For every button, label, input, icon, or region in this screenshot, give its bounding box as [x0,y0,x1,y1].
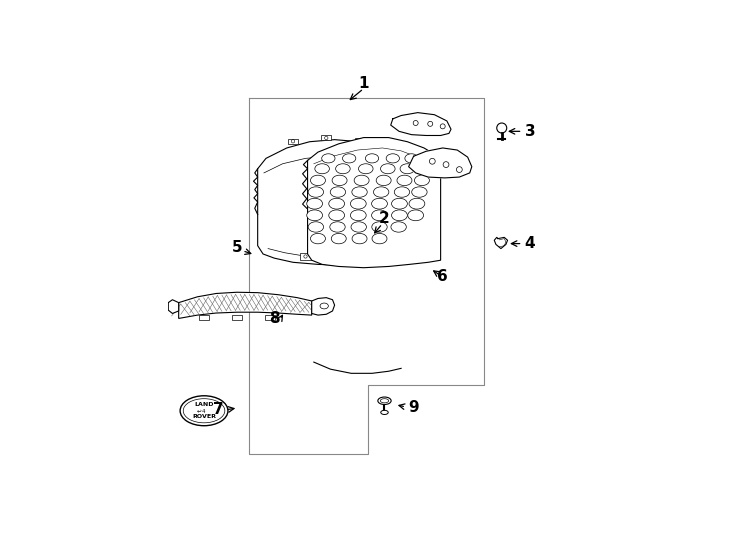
Polygon shape [354,254,366,261]
Ellipse shape [354,175,369,186]
Ellipse shape [394,187,410,197]
Ellipse shape [350,210,366,221]
Text: 8: 8 [269,311,280,326]
Polygon shape [308,138,440,268]
Polygon shape [168,300,178,313]
Ellipse shape [372,233,387,244]
Text: 3: 3 [525,124,535,139]
Ellipse shape [315,164,330,174]
Ellipse shape [381,410,388,415]
Ellipse shape [351,222,366,232]
Ellipse shape [372,222,388,232]
Polygon shape [312,298,335,315]
Ellipse shape [380,164,395,174]
Ellipse shape [308,187,324,197]
Ellipse shape [329,198,344,209]
Ellipse shape [412,187,427,197]
Text: LAND: LAND [195,402,214,407]
Ellipse shape [180,396,228,426]
Ellipse shape [397,175,412,186]
Text: $\hookleftarrow$4: $\hookleftarrow$4 [195,407,207,415]
Ellipse shape [330,187,346,197]
Ellipse shape [400,164,415,174]
Ellipse shape [335,164,350,174]
Polygon shape [288,139,298,144]
Ellipse shape [378,397,391,404]
Ellipse shape [371,210,388,221]
Ellipse shape [352,187,367,197]
Text: 2: 2 [379,211,390,226]
Polygon shape [355,138,365,143]
Polygon shape [232,315,242,320]
Ellipse shape [307,198,322,209]
Text: 1: 1 [358,76,369,91]
Ellipse shape [332,175,347,186]
Ellipse shape [374,187,389,197]
Ellipse shape [321,154,335,163]
Ellipse shape [350,198,366,209]
Polygon shape [390,113,451,136]
Ellipse shape [409,198,425,209]
Text: ROVER: ROVER [192,414,216,419]
Ellipse shape [310,175,325,186]
Text: 9: 9 [408,400,419,415]
Ellipse shape [380,399,388,403]
Ellipse shape [358,164,373,174]
Polygon shape [299,253,311,260]
Circle shape [497,123,506,133]
Ellipse shape [405,154,418,163]
Ellipse shape [352,233,367,244]
Polygon shape [199,315,208,320]
Polygon shape [494,238,508,248]
Ellipse shape [308,222,324,232]
Ellipse shape [376,175,391,186]
Ellipse shape [371,198,388,209]
Ellipse shape [408,210,424,221]
Polygon shape [321,136,331,140]
Polygon shape [409,148,472,178]
Ellipse shape [343,154,356,163]
Text: 6: 6 [437,269,448,285]
Ellipse shape [310,233,325,244]
Ellipse shape [331,233,346,244]
Text: 7: 7 [213,402,223,417]
Ellipse shape [320,303,328,309]
Ellipse shape [391,198,407,209]
Ellipse shape [391,210,407,221]
Text: 5: 5 [231,240,242,255]
Polygon shape [178,292,312,319]
Polygon shape [265,315,275,320]
Ellipse shape [391,222,407,232]
Ellipse shape [184,399,225,423]
Ellipse shape [366,154,379,163]
Polygon shape [258,140,401,265]
Ellipse shape [330,222,345,232]
Ellipse shape [417,164,432,174]
Ellipse shape [415,175,429,186]
Ellipse shape [329,210,344,221]
Ellipse shape [386,154,399,163]
Text: 4: 4 [525,236,535,251]
Ellipse shape [307,210,322,221]
